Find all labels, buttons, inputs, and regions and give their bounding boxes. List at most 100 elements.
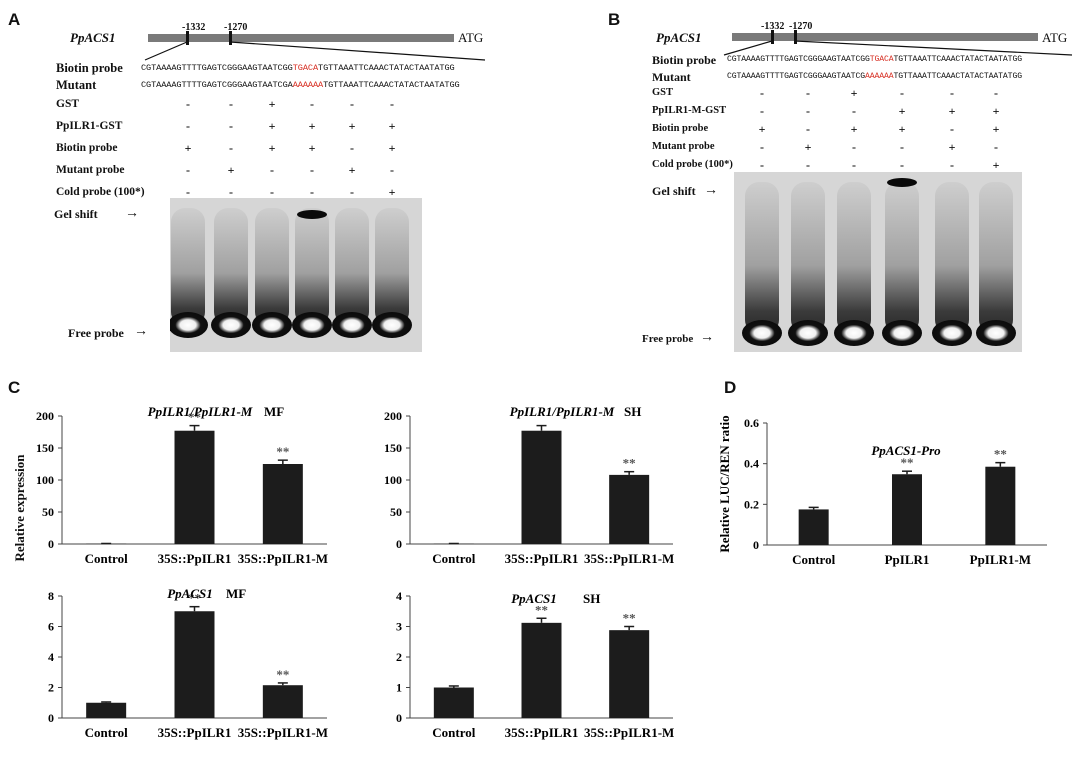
marker-a-1270 bbox=[229, 31, 232, 45]
y-tick-label: 50 bbox=[42, 505, 54, 519]
bar bbox=[174, 430, 215, 544]
gel-lane bbox=[171, 208, 205, 326]
condition-sign: + bbox=[348, 163, 356, 177]
gel-image-b bbox=[734, 172, 1022, 352]
y-tick-label: 1 bbox=[396, 681, 402, 695]
condition-sign: + bbox=[348, 119, 356, 133]
condition-sign: - bbox=[350, 97, 354, 111]
condition-sign: + bbox=[388, 185, 396, 199]
free-probe-band bbox=[211, 312, 251, 338]
y-tick-label: 0.6 bbox=[744, 416, 759, 430]
condition-sign: - bbox=[350, 185, 354, 199]
condition-sign: - bbox=[229, 141, 233, 155]
condition-label: PpILR1-GST bbox=[56, 120, 123, 132]
gel-image-a bbox=[170, 198, 422, 352]
free-probe-band bbox=[834, 320, 874, 346]
condition-sign: + bbox=[850, 86, 858, 100]
y-tick-label: 150 bbox=[384, 441, 402, 455]
condition-sign: + bbox=[268, 97, 276, 111]
category-label: PpILR1 bbox=[885, 552, 930, 567]
condition-sign: - bbox=[350, 141, 354, 155]
condition-sign: - bbox=[994, 86, 998, 100]
free-probe-label-b: Free probe bbox=[642, 333, 694, 345]
chart-title-tissue: MF bbox=[264, 404, 284, 419]
zoom-lines-a bbox=[144, 41, 486, 61]
bar bbox=[521, 622, 562, 718]
y-tick-label: 100 bbox=[384, 473, 402, 487]
bar bbox=[521, 430, 562, 544]
free-probe-band bbox=[976, 320, 1016, 346]
gene-name-a: PpACS1 bbox=[70, 30, 116, 45]
condition-sign: + bbox=[850, 122, 858, 136]
bar bbox=[86, 702, 127, 718]
significance-mark: ** bbox=[188, 591, 201, 606]
y-tick-label: 0.2 bbox=[744, 497, 759, 511]
free-probe-band bbox=[170, 312, 208, 338]
significance-mark: ** bbox=[623, 456, 636, 471]
condition-sign: + bbox=[992, 122, 1000, 136]
condition-sign: - bbox=[310, 97, 314, 111]
gel-lane bbox=[214, 208, 248, 326]
y-tick-label: 0 bbox=[48, 711, 54, 725]
free-probe-label-a: Free probe bbox=[68, 326, 124, 340]
y-tick-label: 0 bbox=[396, 537, 402, 551]
condition-sign: - bbox=[186, 97, 190, 111]
condition-sign: + bbox=[388, 119, 396, 133]
y-tick-label: 200 bbox=[384, 409, 402, 423]
y-tick-label: 200 bbox=[36, 409, 54, 423]
free-probe-band bbox=[882, 320, 922, 346]
condition-sign: + bbox=[898, 104, 906, 118]
condition-sign: + bbox=[388, 141, 396, 155]
gel-lane bbox=[935, 182, 969, 334]
bar bbox=[262, 464, 303, 544]
chart-title-tissue: SH bbox=[583, 591, 600, 606]
condition-sign: - bbox=[760, 140, 764, 154]
condition-sign: - bbox=[270, 163, 274, 177]
y-tick-label: 50 bbox=[390, 505, 402, 519]
bar bbox=[262, 685, 303, 718]
panel-label-b: B bbox=[608, 10, 621, 29]
condition-label: Biotin probe bbox=[652, 123, 709, 134]
condition-label: Cold probe (100*) bbox=[56, 186, 145, 198]
condition-sign: - bbox=[390, 97, 394, 111]
condition-label: GST bbox=[56, 98, 80, 110]
y-tick-label: 0 bbox=[396, 711, 402, 725]
condition-sign: - bbox=[806, 122, 810, 136]
biotin-seq-b: CGTAAAAGTTTTGAGTCGGGAAGTAATCGGTGACATGTTA… bbox=[727, 55, 1022, 64]
gel-lane bbox=[791, 182, 825, 334]
category-label: 35S::PpILR1-M bbox=[584, 551, 674, 566]
condition-sign: + bbox=[308, 141, 316, 155]
condition-label: Cold probe (100*) bbox=[652, 159, 733, 170]
condition-sign: + bbox=[992, 104, 1000, 118]
gel-lane bbox=[335, 208, 369, 326]
condition-label: Mutant probe bbox=[56, 164, 125, 176]
significance-mark: ** bbox=[276, 444, 289, 459]
condition-sign: - bbox=[186, 119, 190, 133]
chart-title-tissue: SH bbox=[624, 404, 641, 419]
category-label: 35S::PpILR1 bbox=[505, 725, 579, 740]
chart-title-gene: PpILR1/PpILR1-M bbox=[148, 404, 253, 419]
condition-sign: + bbox=[948, 140, 956, 154]
condition-sign: - bbox=[229, 119, 233, 133]
pos-label-b2: -1270 bbox=[789, 21, 813, 32]
y-tick-label: 2 bbox=[48, 681, 54, 695]
mutant-label-b: Mutant bbox=[652, 70, 691, 84]
bar bbox=[433, 687, 474, 718]
condition-sign: - bbox=[900, 86, 904, 100]
zoom-lines-b bbox=[723, 40, 1073, 56]
promoter-bar-a bbox=[148, 34, 454, 42]
gel-lane bbox=[295, 208, 329, 326]
condition-sign: - bbox=[806, 104, 810, 118]
biotin-probe-label-a: Biotin probe bbox=[56, 61, 123, 75]
condition-sign: + bbox=[992, 158, 1000, 172]
pos-label-a2: -1270 bbox=[224, 22, 248, 33]
chart-title-gene: PpACS1 bbox=[167, 586, 213, 601]
category-label: 35S::PpILR1-M bbox=[238, 551, 328, 566]
chart-title-gene: PpACS1-Pro bbox=[871, 443, 941, 458]
free-probe-arrow-a: → bbox=[134, 324, 148, 339]
free-probe-band bbox=[932, 320, 972, 346]
category-label: 35S::PpILR1 bbox=[158, 551, 232, 566]
free-probe-band bbox=[332, 312, 372, 338]
gel-lane bbox=[885, 182, 919, 334]
category-label: PpILR1-M bbox=[970, 552, 1031, 567]
